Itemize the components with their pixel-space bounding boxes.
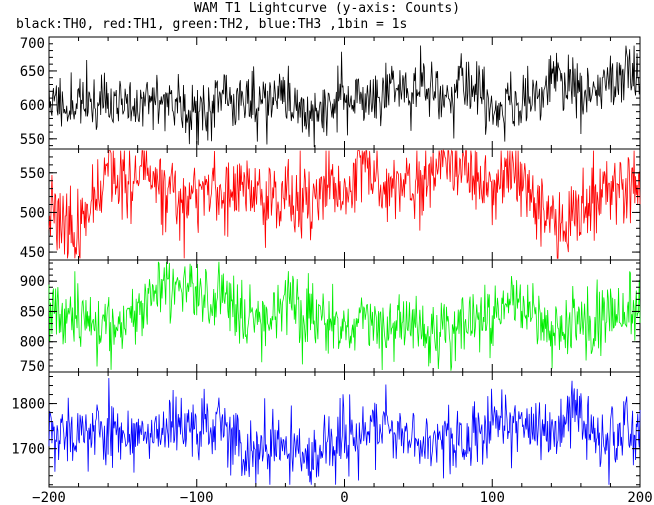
y-tick-label: 500 — [20, 205, 45, 221]
x-tick-label: 0 — [340, 490, 348, 505]
y-tick-label: 550 — [20, 166, 45, 182]
y-tick-label: 900 — [20, 274, 45, 290]
y-tick-label: 800 — [20, 335, 45, 351]
y-tick-label: 650 — [20, 64, 45, 80]
y-tick-label: 600 — [20, 98, 45, 114]
y-tick-label: 450 — [20, 245, 45, 261]
panel-frame — [48, 148, 641, 261]
series-th2-line — [48, 261, 641, 371]
panel-th2: 750 800 850 900 — [20, 259, 641, 375]
x-tick-label: 200 — [627, 490, 652, 505]
panel-th3: 1700 1800 — [11, 371, 641, 488]
panel-frame — [48, 36, 641, 150]
x-tick-label: −200 — [32, 490, 66, 505]
y-tick-label: 700 — [20, 36, 45, 52]
series-th3-line — [48, 378, 641, 485]
y-tick-label: 1800 — [11, 397, 45, 413]
series-th0-line — [48, 45, 641, 147]
y-tick-label: 850 — [20, 304, 45, 320]
panel-th0: 550 600 650 700 — [20, 36, 641, 150]
chart-title: WAM T1 Lightcurve (y-axis: Counts) — [193, 1, 461, 16]
x-tick-label: −100 — [180, 490, 214, 505]
chart-subtitle: black:TH0, red:TH1, green:TH2, blue:TH3 … — [16, 17, 408, 32]
y-tick-label: 550 — [20, 132, 45, 148]
x-axis: −200 −100 0 100 200 — [32, 490, 653, 505]
x-tick-label: 100 — [480, 490, 505, 505]
panels-group: 550 600 650 700 450 500 550 750 800 850 900 1700 180… — [11, 36, 641, 488]
series-th1-line — [48, 149, 641, 259]
y-tick-label: 1700 — [11, 442, 45, 458]
y-tick-label: 750 — [20, 359, 45, 375]
panel-th1: 450 500 550 — [20, 148, 641, 261]
